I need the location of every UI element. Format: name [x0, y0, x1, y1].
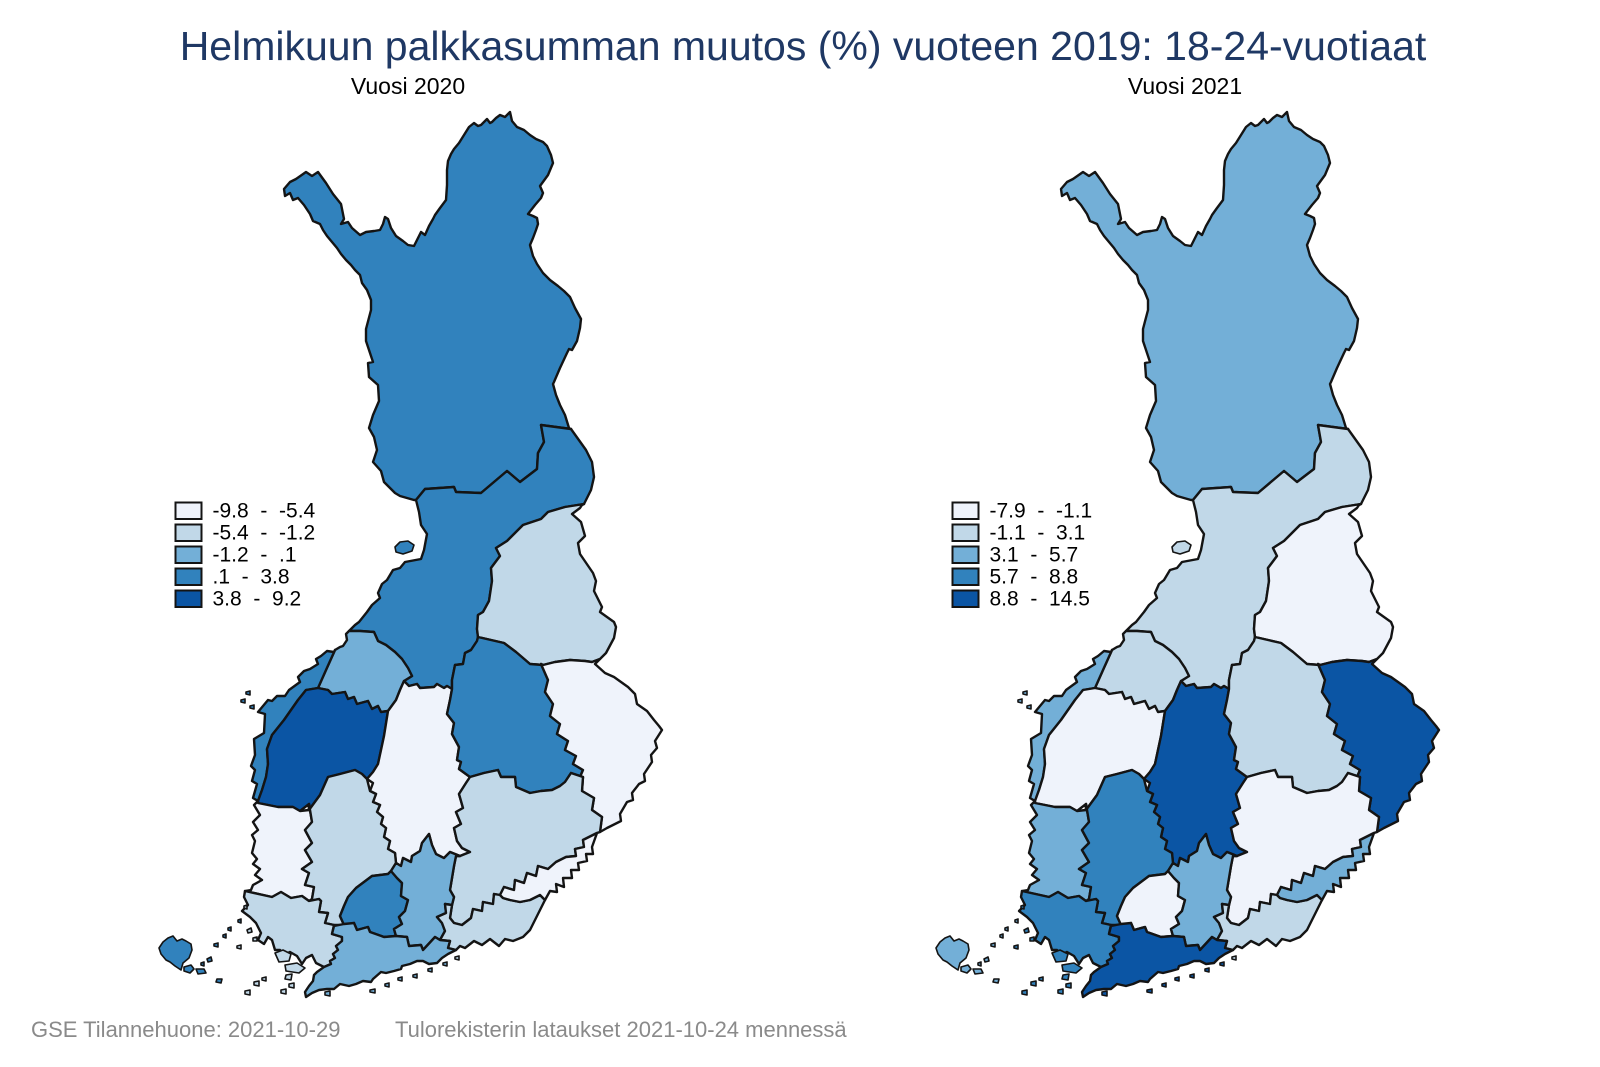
svg-text:Vuosi 2020: Vuosi 2020	[351, 73, 465, 99]
svg-text:Helmikuun palkkasumman muutos: Helmikuun palkkasumman muutos (%) vuotee…	[180, 23, 1427, 69]
svg-text:-1.2 - .1: -1.2 - .1	[213, 544, 297, 567]
svg-text:GSE Tilannehuone: 2021-10-29: GSE Tilannehuone: 2021-10-29	[31, 1017, 340, 1042]
svg-text:3.1 - 5.7: 3.1 - 5.7	[990, 544, 1079, 567]
svg-text:-1.1 - 3.1: -1.1 - 3.1	[990, 522, 1086, 545]
svg-text:5.7 - 8.8: 5.7 - 8.8	[990, 566, 1079, 589]
svg-text:Vuosi 2021: Vuosi 2021	[1128, 73, 1242, 99]
svg-text:8.8 - 14.5: 8.8 - 14.5	[990, 588, 1090, 611]
svg-text:-5.4 - -1.2: -5.4 - -1.2	[213, 522, 316, 545]
svg-text:-9.8 - -5.4: -9.8 - -5.4	[213, 500, 316, 523]
svg-text:-7.9 - -1.1: -7.9 - -1.1	[990, 500, 1093, 523]
svg-text:3.8 - 9.2: 3.8 - 9.2	[213, 588, 302, 611]
svg-text:Tulorekisterin lataukset 2021-: Tulorekisterin lataukset 2021-10-24 menn…	[395, 1017, 847, 1042]
svg-text:.1 - 3.8: .1 - 3.8	[213, 566, 290, 589]
